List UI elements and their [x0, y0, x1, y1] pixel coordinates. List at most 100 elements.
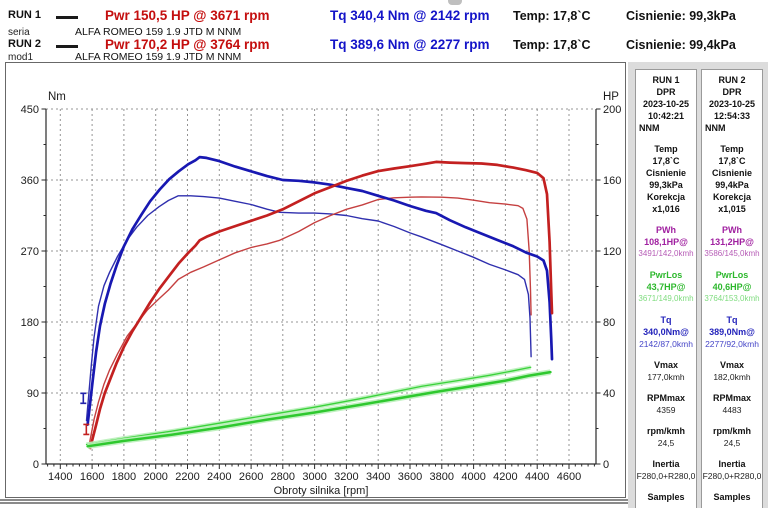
bottom-separator: [0, 499, 628, 504]
x-tick-label: 2600: [239, 471, 263, 483]
sidebar-line: Cisnienie: [645, 168, 686, 178]
sidebar-line: 389,0Nm@: [709, 327, 755, 337]
sidebar-spacer: [702, 383, 762, 392]
run1-results-column: RUN 1 DPR 2023-10-25 10:42:21 NNM Temp 17,8`C C…: [635, 69, 697, 508]
sidebar-line: x1,016: [652, 204, 680, 214]
nm-tick-label: 90: [27, 388, 39, 400]
sidebar-line: 3671/149,0kmh: [638, 294, 694, 303]
x-tick-label: 3800: [430, 471, 454, 483]
run2-results-column: RUN 2 DPR 2023-10-25 12:54:33 NNM Temp 17,8`C C…: [701, 69, 763, 508]
sidebar-spacer: [636, 215, 696, 224]
sidebar-spacer: [636, 449, 696, 458]
sidebar-spacer: [636, 260, 696, 269]
sidebar-spacer: [702, 305, 762, 314]
sidebar-line: 182,0kmh: [713, 372, 751, 382]
run2-torque-readout: Tq 389,6 Nm @ 2277 rpm: [330, 37, 490, 52]
sidebar-line: PwrLos: [715, 270, 749, 280]
x-tick-label: 4200: [493, 471, 517, 483]
sidebar-line: 17,8`C: [652, 156, 680, 166]
sidebar-line: 3491/142,0kmh: [638, 249, 694, 258]
series-run2-torque-nm: [86, 155, 554, 426]
series-run1-torque-nm: [85, 195, 532, 422]
sidebar-line: 40,6HP@: [712, 282, 752, 292]
run-start-marker-red: [83, 423, 90, 436]
x-tick-label: 3600: [398, 471, 422, 483]
sidebar-spacer: [702, 260, 762, 269]
nm-tick-label: 360: [21, 175, 39, 187]
run1-label: RUN 1: [8, 9, 42, 21]
run1-line-sample: [56, 16, 78, 19]
run1-torque-readout: Tq 340,4 Nm @ 2142 rpm: [330, 8, 490, 23]
cursor-artifact: [448, 0, 462, 5]
sidebar-line: Vmax: [719, 360, 745, 370]
run2-temp-readout: Temp: 17,8`C: [513, 38, 591, 52]
hp-tick-label: 80: [603, 317, 615, 329]
sidebar-spacer: [702, 449, 762, 458]
nm-tick-label: 270: [21, 246, 39, 258]
sidebar-line: DPR: [722, 87, 742, 97]
sidebar-line: 17,8`C: [718, 156, 746, 166]
sidebar-line: RUN 1: [652, 75, 680, 85]
sidebar-line: 340,0Nm@: [643, 327, 689, 337]
x-tick-label: 4000: [461, 471, 485, 483]
sidebar-line: 99,4kPa: [715, 180, 749, 190]
x-tick-label: 2400: [207, 471, 231, 483]
sidebar-line: Tq: [726, 315, 738, 325]
sidebar-line: 177,0kmh: [647, 372, 685, 382]
x-tick-label: 1600: [80, 471, 104, 483]
series-run1-powerloss-hp: [85, 366, 532, 446]
series-run2-powerloss-hp: [86, 370, 552, 448]
sidebar-line: Samples: [713, 492, 751, 502]
results-sidebar: RUN 1 DPR 2023-10-25 10:42:21 NNM Temp 17,8`C C…: [628, 62, 768, 508]
run2-tag: mod1: [8, 52, 34, 63]
sidebar-line: 24,5: [723, 438, 741, 448]
x-tick-label: 4400: [525, 471, 549, 483]
sidebar-line: 131,2HP@: [710, 237, 754, 247]
run2-vehicle: ALFA ROMEO 159 1.9 JTD M NNM: [75, 51, 242, 63]
sidebar-line: 4483: [722, 405, 742, 415]
x-tick-label: 2000: [143, 471, 167, 483]
sidebar-line: 43,7HP@: [646, 282, 686, 292]
sidebar-line: Samples: [647, 492, 685, 502]
series-run2-power-hp: [88, 160, 554, 450]
hp-tick-label: 0: [603, 459, 609, 471]
x-tick-label: 3200: [334, 471, 358, 483]
sidebar-line: 10:42:21: [647, 111, 685, 121]
dyno-chart-canvas[interactable]: 1400 1600 1800 2000 2200 2400 2600 2800 3000 3200…: [6, 63, 625, 497]
sidebar-spacer: [636, 383, 696, 392]
sidebar-spacer: [636, 416, 696, 425]
sidebar-spacer: [636, 350, 696, 359]
run1-tag: seria: [8, 27, 30, 38]
sidebar-spacer: [636, 134, 696, 143]
sidebar-line: rpm/kmh: [712, 426, 751, 436]
x-tick-label: 2800: [271, 471, 295, 483]
x-tick-label: 2200: [175, 471, 199, 483]
sidebar-spacer: [702, 215, 762, 224]
x-axis-title: Obroty silnika [rpm]: [274, 485, 369, 497]
run2-pressure-readout: Cisnienie: 99,4kPa: [626, 38, 736, 52]
hp-tick-label: 200: [603, 104, 621, 116]
sidebar-line: Temp: [654, 144, 678, 154]
dyno-chart-panel: 1400 1600 1800 2000 2200 2400 2600 2800 3000 3200…: [5, 62, 626, 498]
sidebar-line: Cisnienie: [711, 168, 752, 178]
x-tick-label: 3400: [366, 471, 390, 483]
sidebar-line: NNM: [639, 123, 660, 133]
sidebar-line: Inertia: [652, 459, 680, 469]
run2-power-readout: Pwr 170,2 HP @ 3764 rpm: [105, 37, 270, 52]
run1-vehicle: ALFA ROMEO 159 1.9 JTD M NNM: [75, 26, 242, 38]
sidebar-line: 3764/153,0kmh: [704, 294, 760, 303]
run1-temp-readout: Temp: 17,8`C: [513, 9, 591, 23]
hp-tick-label: 120: [603, 246, 621, 258]
sidebar-line: RUN 2: [718, 75, 746, 85]
sidebar-line: RPMmax: [712, 393, 751, 403]
x-tick-label: 3000: [302, 471, 326, 483]
sidebar-spacer: [702, 134, 762, 143]
sidebar-line: x1,015: [718, 204, 746, 214]
x-tick-label: 1800: [112, 471, 136, 483]
x-tick-label: 4600: [557, 471, 581, 483]
sidebar-line: F280,0+R280,0: [702, 471, 762, 481]
x-tick-label: 1400: [48, 471, 72, 483]
right-axis-unit: HP: [603, 91, 619, 103]
sidebar-line: 99,3kPa: [649, 180, 683, 190]
